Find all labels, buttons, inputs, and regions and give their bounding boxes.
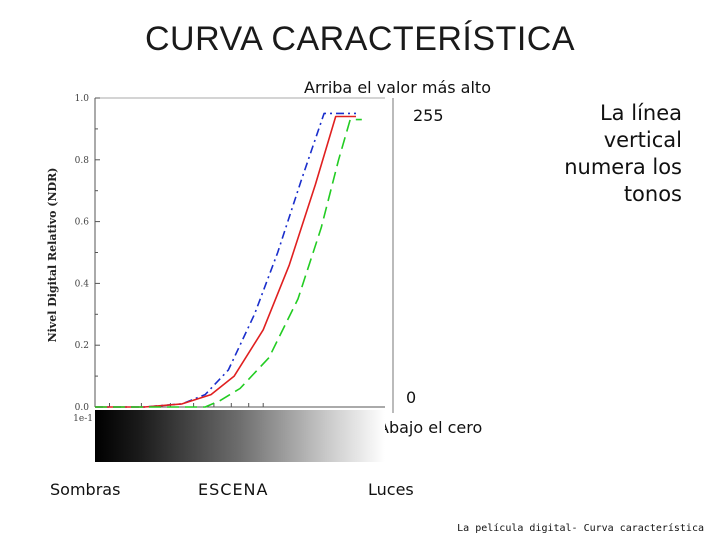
chart-axes	[94, 97, 394, 413]
y-tick-label: 0.8	[75, 156, 90, 166]
series-line-1	[95, 112, 356, 408]
footer-caption: La película digital- Curva característic…	[457, 523, 704, 534]
y-tick-label: 1.0	[75, 94, 90, 104]
series-line-3	[95, 118, 362, 408]
chart-ticks: 0.0 0.2 0.4 0.6 0.8 1.0 1e-1	[73, 94, 264, 424]
label-shadows: Sombras	[50, 480, 121, 499]
slide-title: CURVA CARACTERÍSTICA	[144, 20, 576, 58]
side-note: La línea vertical numera los tonos	[564, 101, 682, 206]
series-line-2	[95, 115, 356, 408]
y-axis-label: Nivel Digital Relativo (NDR)	[46, 168, 59, 343]
note-bottom: Abajo el cero	[378, 418, 483, 437]
y-tick-label: 0.0	[75, 403, 90, 413]
label-highlights: Luces	[368, 480, 414, 499]
max-value-label: 255	[413, 106, 444, 125]
chart-series	[95, 112, 362, 408]
note-top: Arriba el valor más alto	[304, 78, 491, 97]
y-tick-label: 0.4	[75, 279, 90, 289]
label-scene: ESCENA	[198, 480, 269, 499]
x-tick-label: 1e-1	[73, 414, 93, 424]
y-tick-label: 0.2	[75, 341, 89, 351]
tone-gradient-bar	[95, 410, 385, 462]
min-value-label: 0	[406, 388, 417, 407]
y-tick-label: 0.6	[75, 218, 90, 228]
